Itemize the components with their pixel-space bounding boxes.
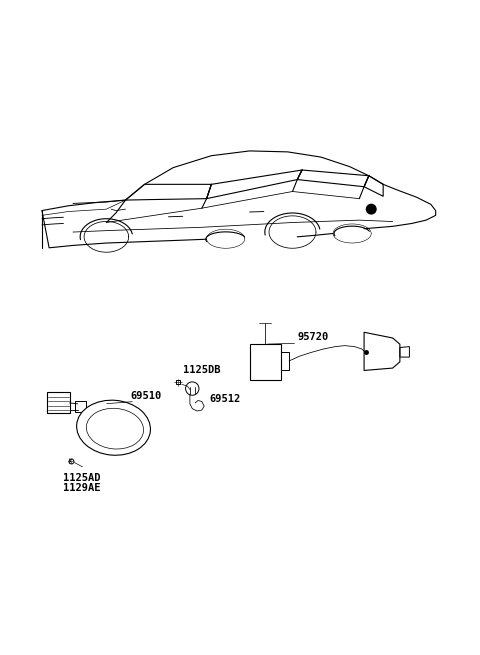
FancyBboxPatch shape	[250, 345, 281, 380]
FancyBboxPatch shape	[75, 402, 86, 412]
FancyBboxPatch shape	[281, 352, 289, 371]
Text: 1125AD: 1125AD	[63, 473, 101, 483]
FancyBboxPatch shape	[47, 392, 70, 413]
Ellipse shape	[86, 408, 144, 449]
Text: 95720: 95720	[297, 332, 328, 342]
Text: 1125DB: 1125DB	[183, 365, 220, 375]
Text: 69510: 69510	[130, 392, 161, 402]
Circle shape	[366, 204, 376, 214]
Text: 69512: 69512	[209, 394, 240, 404]
Text: 1129AE: 1129AE	[63, 483, 101, 493]
Ellipse shape	[77, 400, 150, 455]
